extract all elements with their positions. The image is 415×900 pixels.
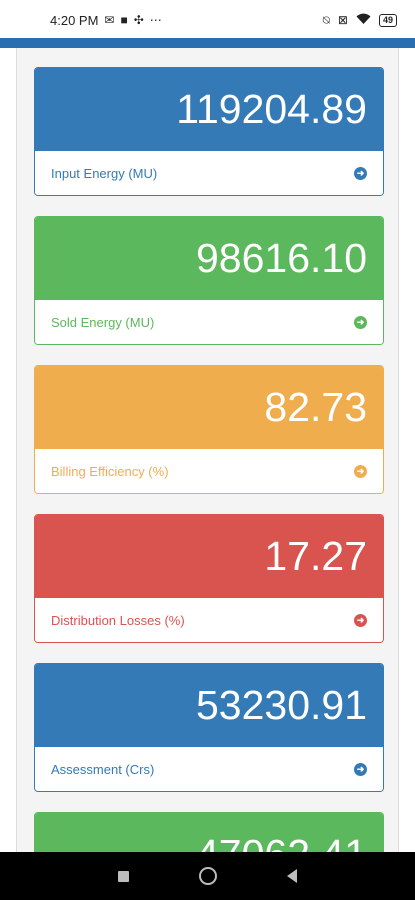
recent-apps-icon[interactable]	[118, 870, 129, 882]
battery-icon: 49	[378, 13, 397, 27]
arrow-circle-right-icon[interactable]: ➜	[354, 762, 367, 776]
card-label: Billing Efficiency (%)	[51, 463, 169, 479]
square-icon: ■	[120, 13, 128, 27]
card-billing-efficiency[interactable]: 82.73 Billing Efficiency (%) ➜	[34, 365, 384, 494]
card-label: Input Energy (MU)	[51, 165, 158, 181]
dashboard-content[interactable]: 119204.89 Input Energy (MU) ➜ 98616.10 S…	[16, 48, 399, 852]
card-value: 17.27	[264, 533, 367, 579]
card-sold-energy[interactable]: 98616.10 Sold Energy (MU) ➜	[34, 216, 384, 345]
card-value: 82.73	[264, 384, 367, 430]
card-label: Sold Energy (MU)	[51, 314, 155, 330]
system-nav-bar	[0, 852, 415, 900]
card-value: 119204.89	[176, 86, 367, 132]
card-value: 98616.10	[195, 235, 367, 281]
card-assessment[interactable]: 53230.91 Assessment (Crs) ➜	[34, 663, 384, 792]
status-left: 4:20 PM ✉ ■ ✣ ⋯	[50, 13, 162, 28]
card-value-panel: 47062.41	[35, 813, 383, 852]
card-partial[interactable]: 47062.41	[34, 812, 384, 852]
no-sim-icon: ⊠	[337, 13, 348, 27]
status-time: 4:20 PM	[50, 12, 99, 28]
status-right: ⍉ ⊠ 49	[323, 13, 397, 27]
card-footer[interactable]: Assessment (Crs) ➜	[35, 747, 383, 791]
arrow-circle-right-icon[interactable]: ➜	[354, 464, 367, 478]
card-input-energy[interactable]: 119204.89 Input Energy (MU) ➜	[34, 67, 384, 196]
card-value-panel: 17.27	[35, 515, 383, 598]
card-label: Assessment (Crs)	[51, 761, 155, 777]
card-value-panel: 98616.10	[35, 217, 383, 300]
vibrate-off-icon: ⍉	[322, 13, 330, 27]
wifi-icon	[356, 13, 371, 27]
arrow-circle-right-icon[interactable]: ➜	[354, 166, 367, 180]
card-footer[interactable]: Billing Efficiency (%) ➜	[35, 449, 383, 493]
card-value-panel: 82.73	[35, 366, 383, 449]
arrow-circle-right-icon[interactable]: ➜	[354, 613, 367, 627]
card-value-panel: 119204.89	[35, 68, 383, 151]
app-header-strip	[0, 38, 415, 48]
status-bar: 4:20 PM ✉ ■ ✣ ⋯ ⍉ ⊠ 49	[0, 0, 415, 40]
card-footer[interactable]: Input Energy (MU) ➜	[35, 151, 383, 195]
card-value: 47062.41	[196, 831, 367, 852]
more-icon: ⋯	[149, 13, 162, 27]
card-footer[interactable]: Distribution Losses (%) ➜	[35, 598, 383, 642]
puzzle-icon: ✣	[133, 13, 144, 27]
envelope-icon: ✉	[104, 13, 115, 27]
card-value-panel: 53230.91	[35, 664, 383, 747]
card-footer[interactable]: Sold Energy (MU) ➜	[35, 300, 383, 344]
arrow-circle-right-icon[interactable]: ➜	[354, 315, 367, 329]
card-distribution-losses[interactable]: 17.27 Distribution Losses (%) ➜	[34, 514, 384, 643]
card-label: Distribution Losses (%)	[51, 612, 185, 628]
home-icon[interactable]	[199, 867, 217, 885]
card-value: 53230.91	[195, 682, 367, 728]
back-icon[interactable]	[287, 869, 297, 883]
